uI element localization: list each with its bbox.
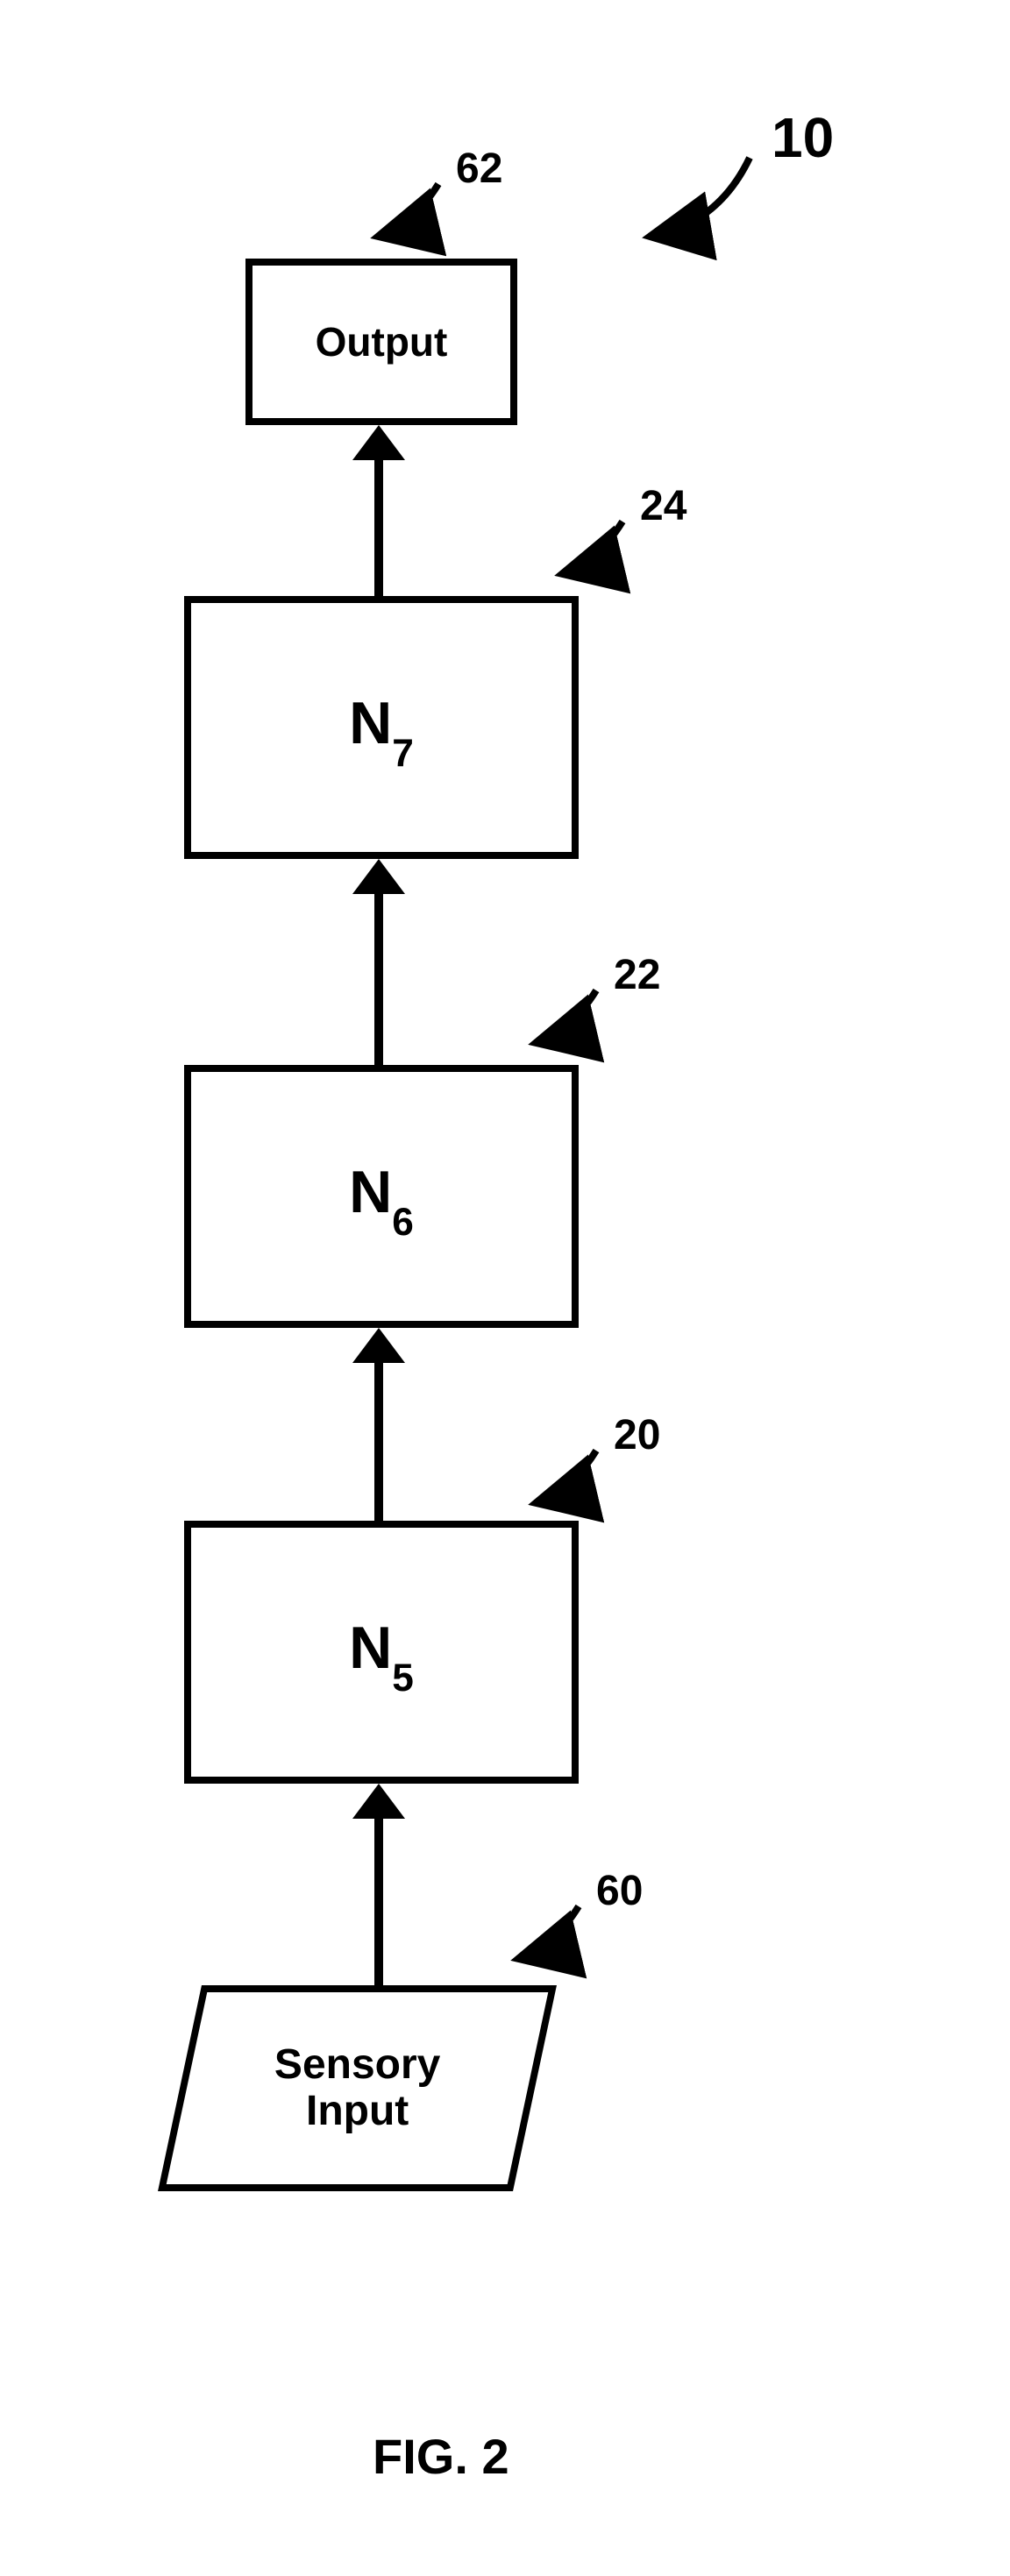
arrow-n5-to-n6-head — [352, 1328, 405, 1363]
arrow-input-to-n5-head — [352, 1784, 405, 1819]
arrow-n7-to-output — [374, 458, 383, 596]
n6-box: N6 — [184, 1065, 579, 1328]
arrow-input-to-n5 — [374, 1817, 383, 1985]
arrow-n7-to-output-head — [352, 425, 405, 460]
figure-caption: FIG. 2 — [373, 2428, 509, 2485]
arrow-n6-to-n7 — [374, 892, 383, 1065]
output-label: Output — [316, 318, 448, 365]
arrow-n6-to-n7-head — [352, 859, 405, 894]
arrow-n5-to-n6 — [374, 1361, 383, 1521]
output-box: Output — [245, 259, 517, 425]
n5-box: N5 — [184, 1521, 579, 1784]
n5-label: N5 — [349, 1614, 414, 1691]
sensory-input-block: Sensory Input — [158, 1985, 557, 2191]
n7-label: N7 — [349, 689, 414, 766]
n7-box: N7 — [184, 596, 579, 859]
n6-label: N6 — [349, 1158, 414, 1235]
sensory-input-label: Sensory Input — [274, 2042, 440, 2135]
